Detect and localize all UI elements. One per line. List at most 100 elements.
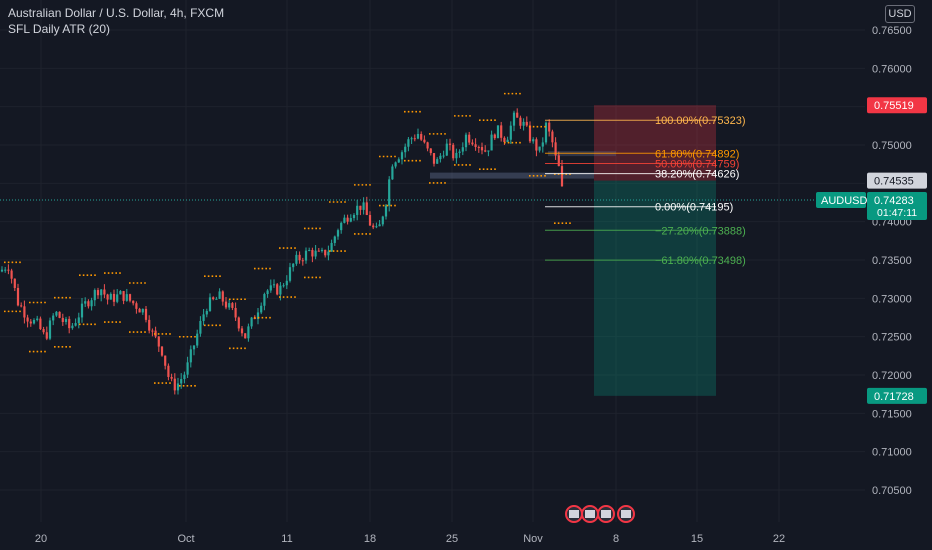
candle-down [413,138,416,140]
short-position-reward-zone[interactable] [594,180,716,396]
bar-countdown: 01:47:11 [877,207,917,219]
candle-up [343,217,346,223]
x-tick-label: 20 [35,533,47,545]
chart-title: Australian Dollar / U.S. Dollar, 4h, FXC… [8,6,225,20]
candle-up [77,317,80,324]
candle-down [426,142,429,149]
candle-up [410,138,413,140]
candle-up [455,152,458,159]
y-tick-label: 0.75000 [872,140,912,152]
candle-up [218,291,221,299]
short-position-risk-zone[interactable] [594,105,716,181]
candle-down [61,317,64,322]
candle-up [272,284,276,286]
candle-down [528,125,532,142]
candle-down [432,153,436,164]
fib-level-label: 50.00%(0.74759) [655,158,739,170]
candle-down [45,332,48,339]
candle-down [480,147,484,151]
candle-up [228,303,231,308]
risk-price-tag[interactable] [867,97,927,114]
candle-down [13,278,16,288]
candle-down [10,270,13,279]
last-price-tag[interactable] [867,191,927,220]
candle-down [525,121,528,126]
candle-down [16,287,20,306]
candle-up [512,112,516,126]
candle-up [90,300,93,307]
candle-up [125,294,128,301]
flag-icon [621,510,631,518]
candle-down [224,301,228,308]
candle-up [285,280,288,286]
candle-down [231,303,234,308]
candle-down [164,355,167,366]
candle-up [119,291,122,295]
symbol-label: AUDUSD [821,195,868,207]
candle-down [26,317,29,322]
currency-selector[interactable]: USD [885,5,915,23]
candle-up [52,315,55,321]
symbol-tag[interactable] [816,191,866,208]
candle-down [420,133,423,140]
candle-up [64,318,68,322]
candle-down [244,333,247,339]
candle-up [84,301,87,304]
candle-up [292,263,295,268]
candle-down [471,142,474,145]
candle-up [330,242,333,252]
entry-price-tag[interactable] [867,172,927,189]
indicator-label[interactable]: SFL Daily ATR (20) [8,22,111,36]
candle-up [100,289,103,296]
candle-up [189,349,192,363]
candle-down [128,294,132,301]
candle-down [20,305,23,307]
candle-up [461,147,464,152]
risk-price-value: 0.75519 [874,100,914,112]
candle-up [544,122,548,143]
candle-up [208,297,212,311]
candle-down [234,307,237,318]
candle-up [256,312,260,320]
candle-down [551,131,554,143]
y-tick-label: 0.73500 [872,255,912,267]
candle-down [87,301,90,307]
candle-up [538,146,541,151]
candle-up [436,159,439,164]
candle-up [202,314,205,321]
support-zone-box[interactable] [430,172,594,179]
candle-up [487,150,490,152]
candle-up [340,222,343,231]
candle-down [167,365,170,377]
candle-down [151,330,154,332]
candle-down [452,144,455,159]
candle-down [39,318,42,330]
flag-icon [585,510,595,518]
candle-down [212,297,215,300]
candle-up [263,294,266,306]
candle-down [301,260,304,262]
candle-down [96,290,100,296]
candle-down [477,147,480,149]
candle-down [103,289,106,295]
flag-icon [569,510,579,518]
candle-up [308,250,311,252]
target-price-tag[interactable] [867,387,927,404]
candle-down [240,328,244,334]
candle-down [138,308,141,313]
candle-up [250,317,253,327]
candle-up [260,305,263,313]
candle-up [192,345,196,350]
candle-up [36,318,39,320]
candle-down [68,318,71,329]
candle-up [356,205,359,215]
candle-up [400,152,404,160]
x-tick-label: 15 [691,533,703,545]
candle-up [375,226,378,228]
candle-down [516,112,519,118]
candle-down [122,291,125,301]
candle-down [106,294,109,300]
candle-up [391,166,394,180]
target-price-value: 0.71728 [874,391,914,403]
